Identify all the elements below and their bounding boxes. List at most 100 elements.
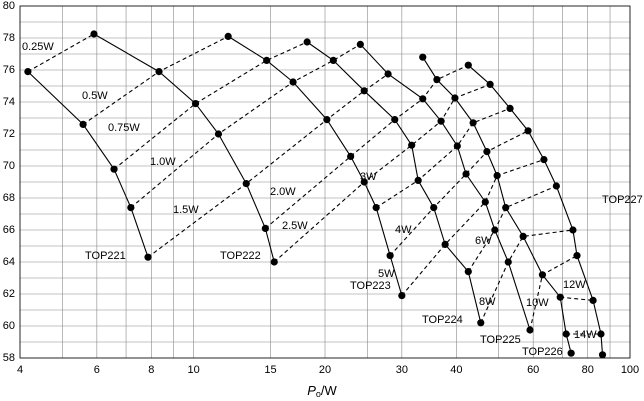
data-point: [506, 104, 514, 112]
data-point: [486, 80, 494, 88]
data-point: [386, 252, 394, 260]
y-tick-label: 76: [3, 64, 15, 76]
device-line: [359, 44, 531, 331]
data-point: [323, 116, 331, 124]
data-point: [360, 178, 368, 186]
x-tick-label: 15: [264, 364, 276, 376]
data-point: [433, 76, 441, 84]
x-tick-label: 60: [527, 364, 539, 376]
data-point: [356, 40, 364, 49]
device-label: TOP226: [522, 346, 563, 358]
x-label-sub: o: [316, 389, 321, 399]
x-tick-label: 8: [148, 364, 154, 376]
y-tick-label: 78: [3, 32, 15, 44]
data-point: [214, 130, 223, 138]
x-tick-label: 30: [396, 364, 408, 376]
y-tick-label: 62: [3, 288, 15, 300]
data-point: [270, 258, 278, 266]
data-point: [437, 117, 445, 125]
data-point: [491, 226, 499, 234]
dissipation-line: [467, 185, 557, 272]
dissipation-label: 8W: [479, 296, 496, 308]
data-point: [552, 182, 560, 190]
data-point: [127, 204, 135, 212]
data-point: [504, 258, 512, 266]
dissipation-label: 0.5W: [82, 90, 108, 102]
dissipation-line: [273, 83, 491, 263]
dissipation-label: 1.5W: [173, 204, 199, 216]
dissipation-line: [529, 255, 578, 331]
device-label: TOP224: [422, 314, 463, 326]
device-label: TOP221: [85, 250, 126, 262]
device-label: TOP222: [220, 250, 261, 262]
dissipation-label: 4W: [395, 224, 412, 236]
data-point: [573, 252, 581, 260]
data-point: [464, 268, 472, 276]
data-point: [263, 56, 271, 64]
x-tick-label: 100: [621, 364, 639, 376]
data-point: [90, 30, 98, 38]
device-line: [93, 33, 275, 263]
dissipation-line: [27, 33, 95, 73]
device-line: [306, 41, 482, 323]
data-point: [79, 120, 87, 128]
x-tick-label: 10: [188, 364, 200, 376]
dissipation-label: 2.5W: [282, 220, 308, 232]
data-point: [144, 253, 152, 261]
dissipation-line: [375, 107, 511, 209]
x-tick-label: 20: [319, 364, 331, 376]
data-point: [155, 68, 163, 76]
dissipation-line: [480, 229, 574, 324]
data-point: [303, 38, 311, 46]
data-point: [483, 148, 491, 156]
data-point: [493, 172, 501, 180]
data-point: [110, 165, 118, 173]
data-point: [408, 141, 416, 149]
dissipation-label: 10W: [526, 297, 549, 309]
x-axis-label: Po/W: [307, 383, 337, 399]
data-point: [481, 198, 489, 206]
data-point: [538, 271, 547, 279]
data-point: [289, 78, 297, 86]
dissipation-line: [401, 159, 545, 296]
data-point: [414, 176, 422, 184]
x-tick-label: 6: [94, 364, 100, 376]
data-point: [562, 330, 570, 338]
device-label: TOP223: [350, 280, 391, 292]
data-point: [462, 170, 470, 178]
data-point: [556, 293, 564, 301]
data-point: [372, 204, 380, 212]
data-point: [191, 100, 200, 108]
data-point: [451, 94, 459, 102]
dissipation-line: [560, 296, 594, 301]
dissipation-line: [389, 130, 529, 256]
data-point: [526, 326, 534, 334]
y-tick-label: 70: [3, 160, 15, 172]
plot-frame: [19, 5, 631, 359]
data-point: [419, 95, 427, 103]
data-point: [502, 204, 510, 212]
y-tick-label: 60: [3, 320, 15, 332]
device-label: TOP225: [480, 334, 521, 346]
y-tick-label: 72: [3, 128, 15, 140]
device-label: TOP227: [602, 194, 643, 206]
device-line: [422, 56, 572, 354]
x-tick-label: 80: [582, 364, 594, 376]
y-tick-label: 74: [3, 96, 15, 108]
dissipation-label: 0.25W: [22, 41, 54, 53]
dissipation-label: 0.75W: [108, 122, 140, 134]
data-point: [597, 330, 605, 338]
y-tick-label: 68: [3, 192, 15, 204]
data-point: [477, 319, 485, 327]
data-point: [441, 240, 449, 248]
data-point: [524, 127, 532, 135]
data-point: [419, 53, 427, 61]
y-tick-label: 64: [3, 256, 15, 268]
data-point: [519, 232, 527, 240]
data-point: [540, 156, 548, 164]
data-point: [589, 296, 597, 304]
data-point: [224, 32, 232, 41]
data-point: [384, 70, 392, 78]
data-point: [347, 152, 355, 160]
